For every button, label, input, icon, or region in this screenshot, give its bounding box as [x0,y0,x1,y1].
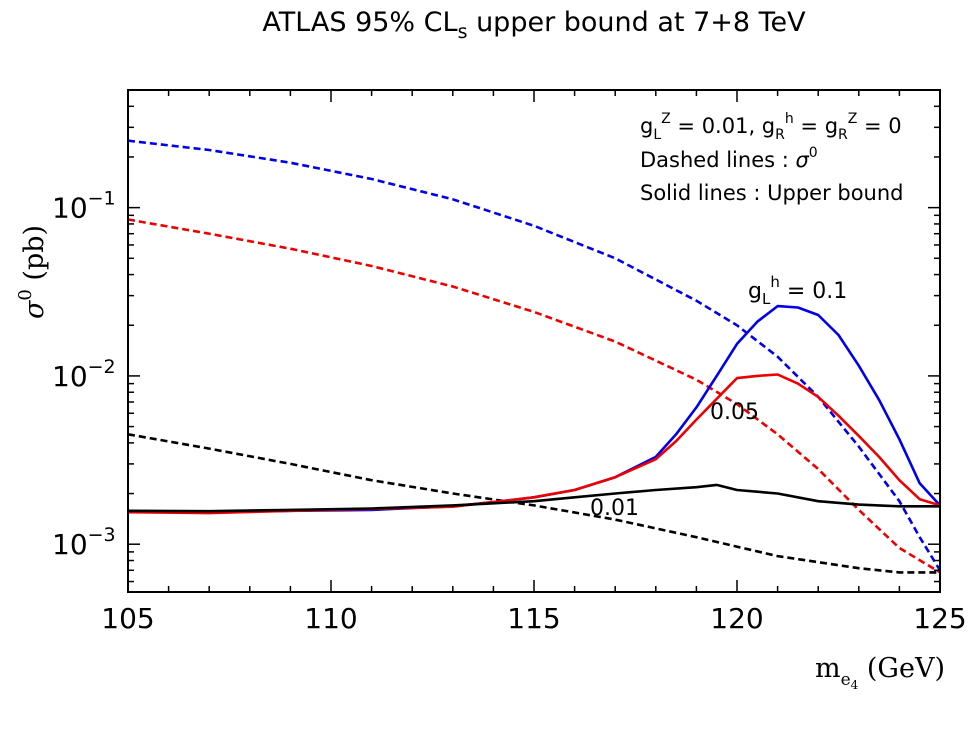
series-layer [127,139,942,574]
y-tick-label: 10−3 [52,524,116,561]
x-tick-label: 110 [304,602,357,635]
y-tick-label: 10−1 [52,188,116,225]
legend-line-3: Solid lines : Upper bound [640,181,904,205]
series-line-dashed-0 [127,139,942,571]
x-tick-label: 115 [507,602,560,635]
plot-frame [127,89,941,593]
y-ticks: 10−3 10−2 10−1 [52,89,940,583]
legend-box: gLZ = 0.01, gRh = gRZ = 0 Dashed lines :… [640,111,904,205]
curve-label-01: gLh = 0.1 [748,273,847,308]
x-ticks: 105 110 115 120 125 [101,90,967,635]
legend-line-1: gLZ = 0.01, gRh = gRZ = 0 [640,111,902,143]
curve-label-005: 0.05 [710,400,759,425]
x-tick-label: 125 [913,602,966,635]
y-tick-label: 10−2 [52,356,116,393]
legend-line-2: Dashed lines : σ0 [640,145,818,172]
series-line-dashed-2 [127,433,940,574]
x-tick-label: 120 [710,602,763,635]
series-line-solid-2 [127,483,940,513]
x-axis-label: me4 (GeV) [815,653,945,692]
chart-title: ATLAS 95% CLs upper bound at 7+8 TeV [262,7,806,43]
curve-label-001: 0.01 [590,496,639,521]
y-axis-label: σ0 (pb) [15,225,50,319]
series-line-solid-0 [128,304,941,514]
x-tick-label: 105 [101,602,154,635]
